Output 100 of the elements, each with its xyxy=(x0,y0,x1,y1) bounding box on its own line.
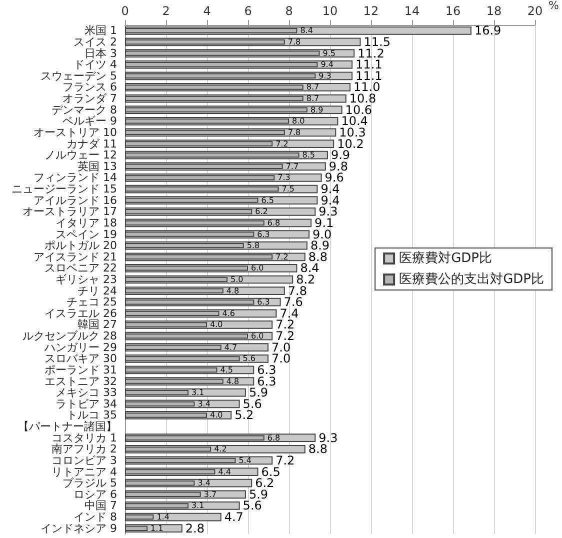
data-label: 16.9 xyxy=(474,24,502,38)
x-tick-label: 0 xyxy=(121,4,129,18)
y-tick-label: トルコ 35 xyxy=(66,408,117,422)
data-label: 4.2 xyxy=(214,444,227,454)
x-tick-label: 2 xyxy=(162,4,170,18)
x-tick-label: 20 xyxy=(527,4,543,18)
data-label: 7.5 xyxy=(282,184,294,194)
y-tick-label: ポルトガル 20 xyxy=(44,239,117,252)
data-label: 6.3 xyxy=(257,298,270,307)
data-label: 5.6 xyxy=(242,498,262,513)
data-label: 3.1 xyxy=(192,501,204,510)
data-label: 4.6 xyxy=(222,308,236,318)
data-label: 7.7 xyxy=(286,162,299,171)
data-label: 3.1 xyxy=(192,388,204,398)
data-label: 8.2 xyxy=(296,272,316,286)
y-tick-label: ギリシャ 23 xyxy=(56,273,117,286)
data-label: 4.0 xyxy=(210,320,223,330)
y-tick-label: オランダ 7 xyxy=(62,92,117,106)
x-tick-label: 12 xyxy=(363,4,379,18)
data-label: 5.4 xyxy=(238,456,252,465)
data-label: 1.1 xyxy=(150,524,164,533)
data-label: 6.5 xyxy=(261,464,280,479)
y-tick-label: スロベニア 22 xyxy=(44,262,117,275)
data-label: 4.4 xyxy=(218,467,231,476)
data-label: 7.8 xyxy=(288,284,307,298)
data-label: 6.8 xyxy=(267,433,280,442)
data-label: 5.8 xyxy=(246,241,260,250)
y-tick-label: イタリア 18 xyxy=(56,216,117,230)
y-tick-label: フィンランド 14 xyxy=(34,171,117,184)
y-tick-label: ロシア 6 xyxy=(74,488,117,501)
y-tick-label: ルクセンブルク 28 xyxy=(22,330,117,343)
data-label: 8.9 xyxy=(310,105,324,114)
data-label: 6.0 xyxy=(251,264,264,273)
y-tick-label: アイスランド 21 xyxy=(34,250,117,264)
data-label: 6.5 xyxy=(261,196,274,205)
data-label: 1.4 xyxy=(156,512,170,522)
y-tick-label: 米国 1 xyxy=(84,24,117,38)
y-tick-label: イスラエル 26 xyxy=(44,306,117,320)
data-label: 9.3 xyxy=(318,430,338,445)
y-tick-label: ブラジル 5 xyxy=(62,476,117,490)
y-tick-label: コスタリカ 1 xyxy=(52,431,117,444)
y-tick-label: アイルランド 16 xyxy=(34,194,117,207)
data-label: 5.6 xyxy=(242,354,256,364)
x-tick-label: 10 xyxy=(322,4,338,18)
data-label: 3.4 xyxy=(198,478,210,488)
data-label: 8.4 xyxy=(300,26,313,36)
y-tick-label: 南アフリカ 2 xyxy=(52,442,117,456)
data-label: 8.7 xyxy=(306,94,320,104)
data-label: 7.2 xyxy=(276,252,288,262)
data-label: 11.0 xyxy=(354,80,380,94)
data-label: 3.7 xyxy=(204,490,217,499)
y-tick-label: スウェーデン 5 xyxy=(40,69,117,82)
y-tick-label: ハンガリー 29 xyxy=(44,340,117,354)
data-label: 9.4 xyxy=(320,60,334,70)
legend-label: 医療費公的支出対GDP比 xyxy=(399,271,544,287)
data-label: 6.8 xyxy=(267,218,280,228)
data-label: 5.0 xyxy=(230,275,244,284)
data-label: 8.0 xyxy=(292,116,305,126)
y-tick-label: 【パートナー諸国】 xyxy=(18,420,117,434)
y-tick-label: 韓国 27 xyxy=(78,318,117,332)
y-tick-label: ドイツ 4 xyxy=(74,58,117,72)
data-label: 6.2 xyxy=(255,207,268,216)
y-tick-label: デンマーク 8 xyxy=(52,103,117,116)
data-label: 3.4 xyxy=(198,399,210,408)
y-tick-label: オーストラリア 17 xyxy=(22,205,117,218)
x-axis-title: % xyxy=(548,0,559,12)
legend-label: 医療費対GDP比 xyxy=(399,250,492,266)
y-tick-label: フランス 6 xyxy=(62,80,117,94)
x-tick-label: 16 xyxy=(445,4,461,18)
x-tick-label: 14 xyxy=(404,4,420,18)
data-label: 4.8 xyxy=(226,376,240,386)
y-tick-label: ラトビア 34 xyxy=(56,397,117,410)
data-label: 7.3 xyxy=(278,173,290,182)
data-label: 8.4 xyxy=(300,261,320,276)
data-label: 6.0 xyxy=(251,332,264,341)
y-tick-label: ニュージーランド 15 xyxy=(12,182,117,196)
data-label: 9.6 xyxy=(324,170,344,185)
data-label: 4.5 xyxy=(220,365,233,374)
data-label: 11.2 xyxy=(358,46,384,60)
data-label: 6.3 xyxy=(257,374,276,388)
data-label: 7.2 xyxy=(276,318,295,332)
y-tick-label: 日本 3 xyxy=(84,46,117,60)
data-label: 9.5 xyxy=(322,48,336,58)
data-label: 9.0 xyxy=(312,227,332,242)
data-label: 9.3 xyxy=(318,71,332,80)
x-tick-label: 6 xyxy=(244,4,252,18)
data-label: 11.5 xyxy=(364,34,390,49)
data-label: 5.2 xyxy=(234,408,254,422)
data-label: 6.3 xyxy=(257,230,270,239)
data-label: 8.8 xyxy=(308,442,328,456)
data-label: 7.8 xyxy=(288,128,301,137)
data-label: 8.5 xyxy=(302,150,315,160)
x-tick-label: 8 xyxy=(285,4,293,18)
y-tick-label: インド 8 xyxy=(74,510,117,524)
y-tick-label: リトアニア 4 xyxy=(52,465,117,478)
data-label: 7.2 xyxy=(276,139,288,148)
y-tick-label: ノルウェー 12 xyxy=(44,148,117,162)
y-tick-label: メキシコ 33 xyxy=(56,386,117,400)
data-label: 8.7 xyxy=(306,82,320,92)
data-label: 4.7 xyxy=(224,342,238,352)
